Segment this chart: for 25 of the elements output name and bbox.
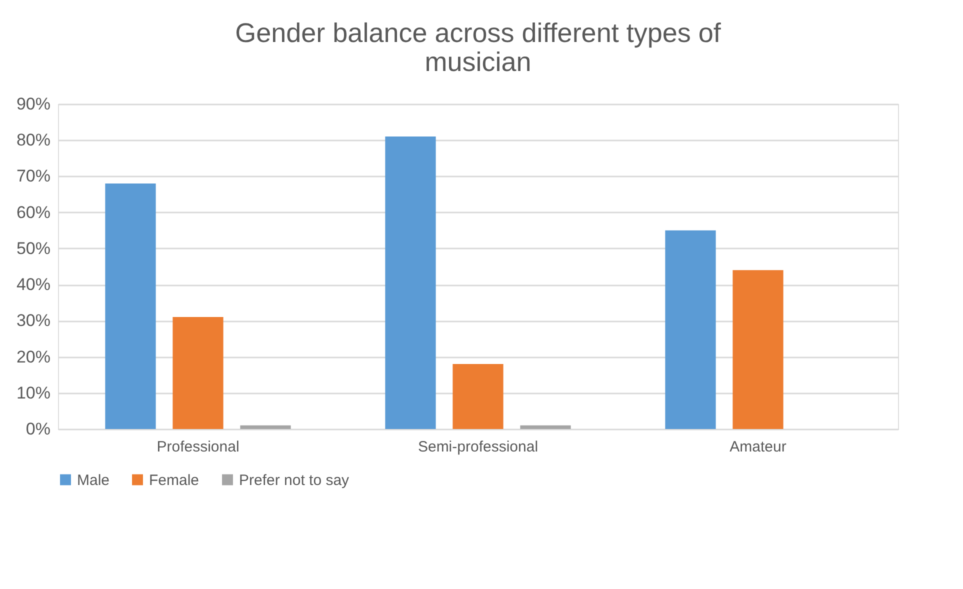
x-tick-label: Amateur	[730, 438, 786, 456]
y-tick-label: 40%	[16, 275, 50, 294]
y-tick-label: 80%	[16, 130, 50, 150]
y-tick-label: 70%	[16, 166, 50, 186]
legend-label: Female	[149, 472, 200, 489]
y-tick-label: 60%	[16, 202, 50, 222]
bar	[732, 270, 784, 429]
y-tick-label: 90%	[16, 94, 50, 114]
bar	[385, 136, 436, 429]
bar	[520, 425, 571, 429]
bar	[240, 425, 291, 429]
bar	[452, 364, 504, 429]
x-tick-label: Semi-professional	[418, 438, 538, 456]
bar	[172, 317, 224, 429]
chart-title: Gender balance across different types of musician	[235, 18, 722, 77]
legend-label: Male	[77, 472, 110, 489]
legend-label: Prefer not to say	[239, 472, 350, 489]
y-tick-label: 30%	[16, 311, 50, 330]
y-tick-label: 50%	[16, 238, 50, 258]
y-tick-label: 20%	[16, 347, 50, 366]
bar	[665, 230, 716, 429]
bar	[105, 183, 156, 429]
x-tick-label: Professional	[156, 438, 240, 456]
y-tick-label: 10%	[16, 383, 50, 402]
y-tick-label: 0%	[26, 420, 50, 438]
